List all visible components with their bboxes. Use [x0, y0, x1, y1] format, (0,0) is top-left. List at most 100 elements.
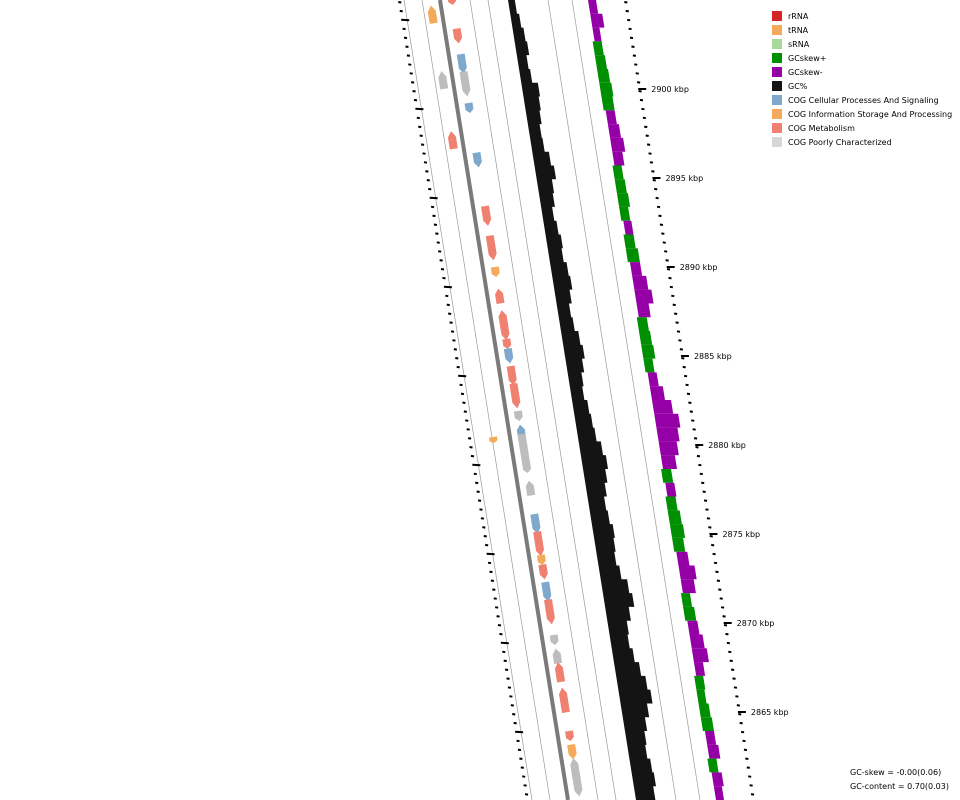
scale-tick-left: [402, 27, 406, 31]
gc-skew-positive-segment: [700, 717, 714, 732]
legend-swatch: [772, 11, 782, 21]
scale-tick-right: [671, 294, 675, 298]
scale-tick-left: [482, 526, 486, 529]
gc-skew-negative-segment: [665, 482, 677, 497]
scale-tick-right: [701, 481, 705, 485]
scale-tick-left: [466, 428, 470, 431]
gc-skew-positive-segment: [683, 606, 697, 621]
scale-tick-right: [699, 472, 703, 476]
position-scale: 2900 kbp 2895 kbp 2890 kbp 2885 kbp 2880 kbp…: [398, 1, 789, 796]
scale-tick-right: [718, 588, 722, 591]
scale-tick-right: [728, 650, 732, 654]
scale-tick-left: [503, 659, 507, 663]
scale-tick-left: [520, 766, 524, 769]
scale-tick-right: [723, 624, 728, 627]
scale-tick-right: [749, 784, 753, 787]
scale-tick-left: [438, 250, 442, 253]
scale-tick-left: [433, 223, 438, 226]
gc-skew-positive-segment: [672, 537, 686, 552]
gc-skew-positive-segment: [594, 55, 608, 69]
track-guide-line: [421, 0, 551, 800]
gc-skew-positive-segment: [696, 689, 707, 704]
gc-skew-positive-segment: [643, 358, 655, 373]
scale-tick-right: [688, 401, 692, 404]
gc-skew-negative-segment: [610, 137, 626, 152]
gc-skew-positive-segment: [623, 234, 636, 249]
scale-tick-right: [691, 419, 695, 422]
gc-skew-negative-segment: [605, 110, 617, 125]
scale-tick-left: [506, 677, 510, 680]
scale-tick-left: [432, 214, 436, 218]
gene-feature: [519, 439, 531, 465]
gene-tracks: [427, 0, 583, 797]
scale-tick-right: [641, 107, 645, 111]
scale-tick-right: [703, 499, 708, 502]
gene-feature: [459, 71, 471, 97]
gc-skew-positive-segment: [625, 248, 640, 263]
scale-tick-left: [507, 686, 512, 689]
gc-skew-positive-segment: [667, 510, 682, 525]
scale-tick-left: [435, 232, 439, 235]
scale-tick-right: [624, 1, 628, 4]
gc-skew-negative-segment: [687, 620, 700, 635]
scale-tick-right: [669, 285, 674, 289]
scale-tick-left: [510, 704, 514, 707]
gc-skew-negative-segment: [636, 303, 651, 318]
track-guide-line: [571, 0, 701, 800]
scale-tick-left: [486, 552, 495, 556]
legend-swatch: [772, 137, 782, 147]
scale-tick-left: [418, 125, 422, 129]
gc-skew-negative-segment: [612, 151, 625, 166]
legend-label: COG Poorly Characterized: [788, 137, 892, 147]
scale-tick-right: [730, 668, 735, 671]
scale-tick-right: [692, 428, 696, 431]
scale-tick-right: [735, 695, 739, 698]
track-guide-line: [469, 0, 599, 800]
gene-feature: [559, 687, 570, 713]
scale-tick-right: [636, 81, 641, 84]
scale-tick-left: [419, 134, 423, 137]
legend-item-trna: tRNA: [772, 23, 952, 37]
scale-tick-left: [480, 517, 485, 520]
scale-tick-left: [428, 187, 432, 191]
legend-item-rrna: rRNA: [772, 9, 952, 23]
gc-skew-negative-segment: [678, 565, 697, 580]
scale-tick-right: [668, 276, 672, 280]
scale-tick-right: [720, 606, 725, 609]
scale-tick-right: [743, 748, 748, 752]
scale-tick-right: [638, 90, 642, 93]
gc-skew-negative-segment: [704, 731, 717, 745]
gene-feature: [503, 347, 514, 364]
gc-skew-positive-segment: [616, 193, 631, 207]
scale-tick-right: [672, 303, 676, 307]
scale-tick-right: [627, 18, 631, 22]
scale-tick-left: [420, 143, 425, 146]
gc-skew-negative-segment: [629, 262, 643, 276]
scale-tick-left: [398, 1, 402, 4]
scale-tick-left: [403, 36, 408, 40]
scale-tick-left: [416, 116, 420, 120]
gc-skew-negative-segment: [588, 0, 599, 14]
tick-label: 2870 kbp: [737, 619, 775, 628]
scale-tick-right: [654, 187, 658, 191]
scale-tick-left: [500, 641, 509, 645]
scale-tick-left: [406, 54, 411, 57]
scale-tick-left: [465, 419, 469, 422]
scale-tick-right: [648, 152, 652, 155]
scale-tick-right: [678, 339, 682, 342]
gene-feature: [530, 513, 541, 534]
legend-swatch: [772, 53, 782, 63]
scale-tick-right: [733, 686, 738, 689]
scale-tick-right: [750, 793, 755, 796]
gc-skew-negative-segment: [660, 455, 678, 469]
gc-skew-positive-segment: [614, 179, 627, 194]
scale-tick-left: [440, 268, 445, 271]
scale-tick-left: [450, 330, 455, 333]
scale-tick-right: [719, 597, 723, 600]
gc-skew-negative-segment: [680, 579, 696, 594]
scale-tick-left: [523, 784, 527, 787]
tick-label: 2900 kbp: [651, 85, 689, 94]
scale-tick-right: [651, 170, 655, 173]
gene-feature: [571, 771, 583, 797]
scale-tick-right: [635, 72, 639, 75]
